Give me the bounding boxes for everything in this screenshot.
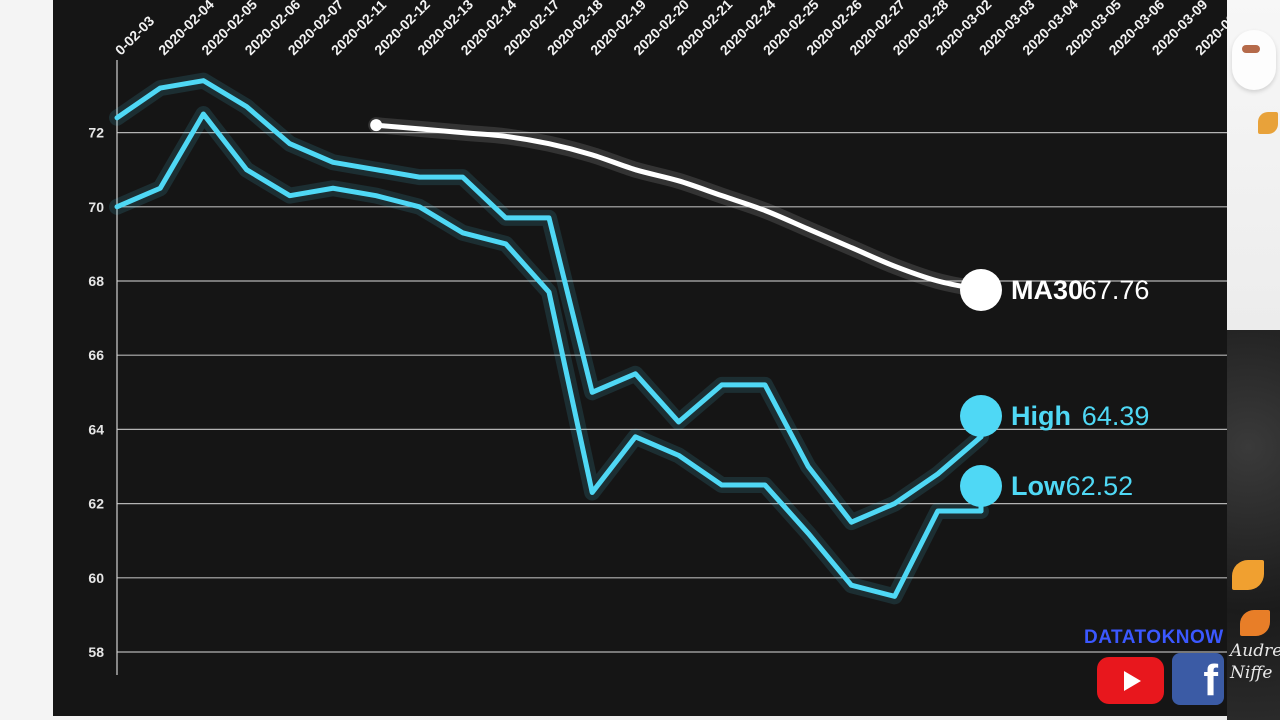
y-tick-label: 62 [88, 496, 104, 512]
series-high-name-label: High [1011, 401, 1071, 431]
series-high-end-marker [960, 395, 1002, 437]
handwriting-line: Audre [1230, 641, 1280, 661]
y-tick-label: 64 [88, 421, 104, 437]
y-tick-label: 70 [88, 199, 104, 215]
x-tick-label: 0-02-03 [112, 13, 158, 59]
youtube-button[interactable] [1097, 657, 1164, 704]
youtube-play-icon [1124, 670, 1141, 691]
line-chart: 58 60 62 64 66 68 70 72 0-02-032020-02-042020-0… [88, 0, 1227, 675]
series-low-end-marker [960, 465, 1002, 507]
background-handwriting: Audre Niffe [1230, 640, 1280, 684]
cup-decoration [1232, 30, 1276, 90]
series-low-line [114, 111, 984, 599]
series-high-line [114, 78, 984, 525]
leaf-decoration [1232, 560, 1264, 590]
grid-lines [117, 132, 1227, 653]
facebook-f-icon: f [1203, 656, 1218, 705]
y-tick-label: 58 [88, 644, 104, 660]
series-ma30-start-point [370, 119, 383, 132]
series-layer [109, 72, 989, 605]
series-ma30-name-label: MA30 [1011, 275, 1083, 305]
y-tick-label: 68 [88, 273, 104, 289]
chart-panel [53, 0, 1227, 716]
y-tick-label: 66 [88, 347, 104, 363]
facebook-button[interactable]: f [1172, 653, 1224, 705]
handwriting-line: Niffe [1230, 663, 1273, 683]
y-tick-label: 60 [88, 570, 104, 586]
series-ma30-end-marker [960, 269, 1002, 311]
cup-decoration-detail [1242, 45, 1260, 53]
leaf-decoration [1240, 610, 1270, 636]
series-ma30-value-label: 67.76 [1082, 275, 1150, 305]
series-high-value-label: 64.39 [1082, 401, 1150, 431]
series-ma30-line [373, 122, 984, 293]
series-low-value-label: 62.52 [1066, 471, 1134, 501]
leaf-decoration [1258, 112, 1278, 134]
brand-logo-text: DATATOKNOW [1084, 627, 1224, 648]
series-low-name-label: Low [1011, 471, 1066, 501]
x-axis: 0-02-032020-02-042020-02-052020-02-06202… [112, 0, 1227, 58]
background-photo-bottom [1227, 330, 1280, 720]
y-tick-label: 72 [88, 125, 104, 141]
y-axis: 58 60 62 64 66 68 70 72 [88, 60, 118, 675]
